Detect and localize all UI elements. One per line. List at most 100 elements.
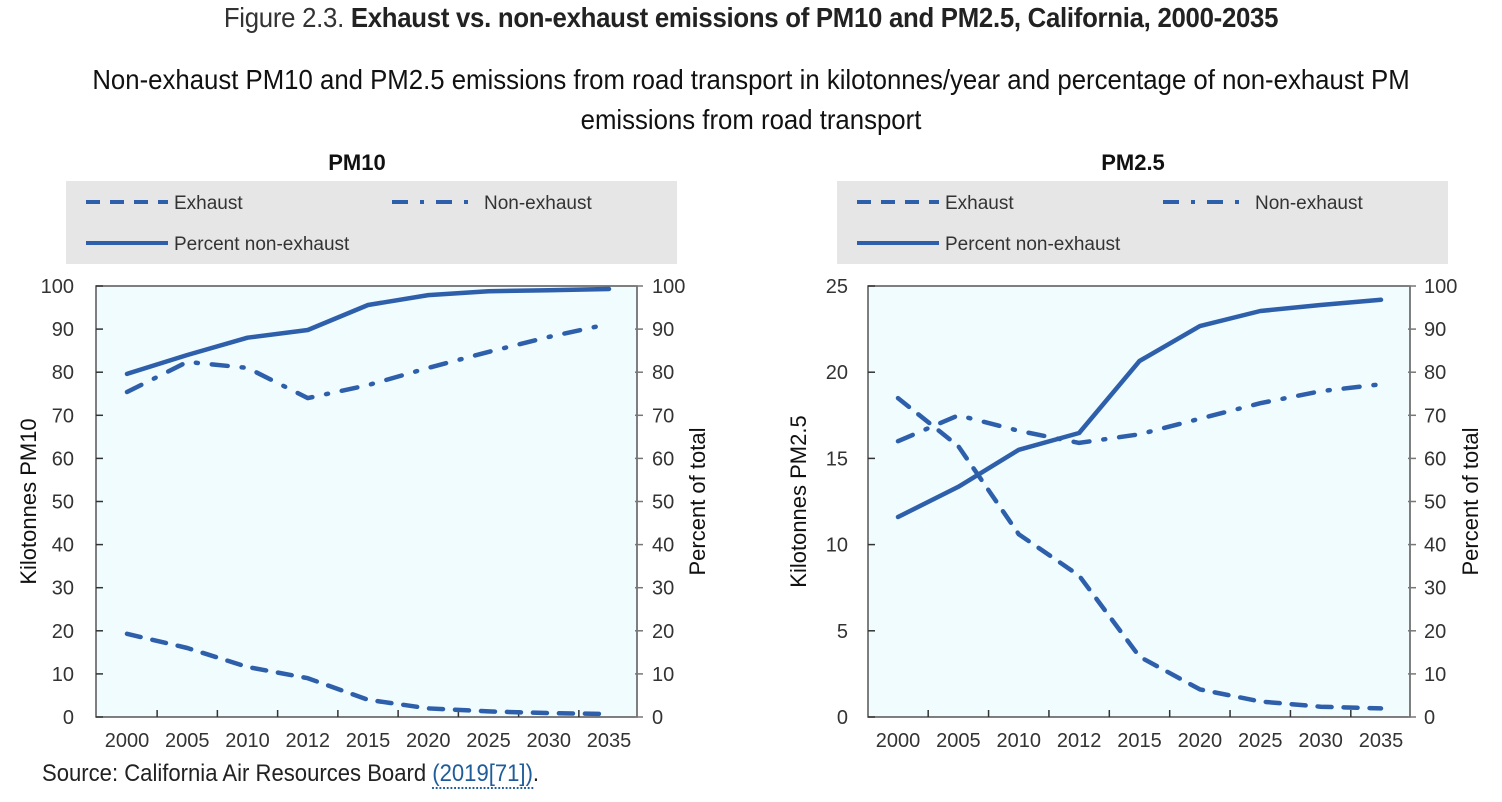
plot-area <box>95 285 638 718</box>
x-axis-tick-label: 2025 <box>1238 730 1283 752</box>
right-axis-tick-label: 40 <box>652 535 674 557</box>
chart-area: PM10 Exhaust Non-exhaust Percent non-exhaus… <box>16 150 1483 752</box>
data-point-exhaust <box>1198 687 1202 691</box>
data-point-non-exhaust <box>487 350 491 354</box>
x-axis-tick-label: 2015 <box>1117 730 1162 752</box>
data-point-non-exhaust <box>1258 401 1262 405</box>
right-axis-tick-label: 70 <box>1424 405 1446 427</box>
data-point-percent-non-exhaust <box>246 336 250 340</box>
right-axis-tick-label: 10 <box>1424 664 1446 686</box>
left-axis-tick-label: 20 <box>52 621 74 643</box>
left-axis-tick-label: 15 <box>826 448 848 470</box>
right-axis-tick-label: 80 <box>1424 362 1446 384</box>
data-point-non-exhaust <box>607 322 611 326</box>
legend-label: Non-exhaust <box>484 193 592 214</box>
data-point-non-exhaust <box>1017 429 1021 433</box>
data-point-exhaust <box>246 665 250 669</box>
data-point-exhaust <box>366 698 370 702</box>
left-axis-tick-label: 10 <box>52 664 74 686</box>
x-axis-tick-label: 2030 <box>1298 730 1343 752</box>
x-axis-tick-label: 2030 <box>527 730 572 752</box>
data-point-exhaust <box>487 709 491 713</box>
data-point-non-exhaust <box>125 390 129 394</box>
legend-label: Percent non-exhaust <box>174 234 350 255</box>
data-point-percent-non-exhaust <box>1258 309 1262 313</box>
data-point-non-exhaust <box>185 360 189 364</box>
data-point-non-exhaust <box>1319 389 1323 393</box>
right-axis-tick-label: 20 <box>652 621 674 643</box>
right-axis-tick-label: 40 <box>1424 535 1446 557</box>
data-point-exhaust <box>956 444 960 448</box>
figure-label: Figure 2.3. <box>223 2 344 33</box>
data-point-exhaust <box>607 712 611 716</box>
data-point-non-exhaust <box>956 413 960 417</box>
right-axis-tick-label: 90 <box>652 319 674 341</box>
data-point-percent-non-exhaust <box>1198 324 1202 328</box>
data-point-exhaust <box>125 632 129 636</box>
left-axis-tick-label: 90 <box>52 319 74 341</box>
data-point-exhaust <box>306 676 310 680</box>
x-axis-tick-label: 2005 <box>165 730 210 752</box>
data-point-non-exhaust <box>1077 441 1081 445</box>
data-point-non-exhaust <box>426 366 430 370</box>
x-axis-tick-label: 2020 <box>406 730 451 752</box>
data-point-non-exhaust <box>1198 417 1202 421</box>
left-axis-tick-label: 10 <box>826 535 848 557</box>
panel-title: PM2.5 <box>1101 150 1165 175</box>
right-axis-tick-label: 100 <box>652 276 685 298</box>
left-axis-tick-label: 0 <box>837 707 848 729</box>
data-point-percent-non-exhaust <box>487 289 491 293</box>
right-axis-tick-label: 30 <box>1424 578 1446 600</box>
right-axis-tick-label: 0 <box>652 707 663 729</box>
data-point-non-exhaust <box>547 335 551 339</box>
figure-title-text: Exhaust vs. non-exhaust emissions of PM1… <box>350 2 1279 33</box>
data-point-percent-non-exhaust <box>185 353 189 357</box>
x-axis-tick-label: 2012 <box>286 730 331 752</box>
data-point-percent-non-exhaust <box>1077 431 1081 435</box>
x-axis-tick-label: 2025 <box>466 730 511 752</box>
x-axis-tick-label: 2035 <box>1359 730 1404 752</box>
source-note: Source: California Air Resources Board (… <box>42 760 540 789</box>
data-point-percent-non-exhaust <box>426 293 430 297</box>
figure-title: Figure 2.3. Exhaust vs. non-exhaust emis… <box>60 2 1442 34</box>
data-point-percent-non-exhaust <box>1017 448 1021 452</box>
left-axis-tick-label: 70 <box>52 405 74 427</box>
data-point-percent-non-exhaust <box>125 372 129 376</box>
source-suffix: . <box>532 760 540 787</box>
series-line-percent-non-exhaust <box>895 297 1384 520</box>
left-axis-tick-label: 50 <box>52 492 74 514</box>
left-axis-tick-label: 80 <box>52 362 74 384</box>
right-axis-tick-label: 0 <box>1424 707 1435 729</box>
data-point-exhaust <box>1138 655 1142 659</box>
legend-label: Non-exhaust <box>1255 193 1363 214</box>
source-link[interactable]: (2019[71]) <box>432 760 533 789</box>
x-axis-tick-label: 2012 <box>1057 730 1102 752</box>
series-line-exhaust <box>124 631 612 717</box>
right-axis-tick-label: 20 <box>1424 621 1446 643</box>
x-axis-tick-label: 2020 <box>1178 730 1223 752</box>
data-point-percent-non-exhaust <box>306 328 310 332</box>
data-point-percent-non-exhaust <box>1138 359 1142 363</box>
data-point-percent-non-exhaust <box>607 287 611 291</box>
x-axis-tick-label: 2000 <box>876 730 921 752</box>
left-axis-tick-label: 0 <box>63 707 74 729</box>
data-point-non-exhaust <box>246 366 250 370</box>
data-point-exhaust <box>547 711 551 715</box>
data-point-percent-non-exhaust <box>1379 298 1383 302</box>
series-line-non-exhaust <box>895 382 1384 446</box>
data-point-percent-non-exhaust <box>896 515 900 519</box>
right-axis-tick-label: 50 <box>1424 492 1446 514</box>
figure-subtitle: Non-exhaust PM10 and PM2.5 emissions fro… <box>92 64 1410 135</box>
data-point-exhaust <box>426 706 430 710</box>
panel-title: PM10 <box>328 150 385 175</box>
data-point-percent-non-exhaust <box>1319 303 1323 307</box>
legend-box <box>837 181 1448 264</box>
x-axis-tick-label: 2010 <box>225 730 270 752</box>
x-axis-tick-label: 2010 <box>997 730 1042 752</box>
right-axis-title: Percent of total <box>685 428 710 576</box>
legend-label: Exhaust <box>945 193 1014 214</box>
left-axis-title: Kilotonnes PM2.5 <box>786 415 811 587</box>
data-point-exhaust <box>1017 532 1021 536</box>
right-axis-tick-label: 100 <box>1424 276 1457 298</box>
left-axis-title: Kilotonnes PM10 <box>16 418 41 584</box>
